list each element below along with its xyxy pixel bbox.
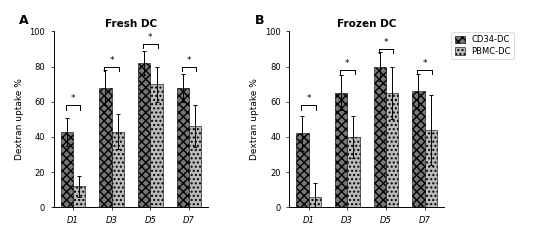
- Text: *: *: [422, 59, 427, 68]
- Text: *: *: [345, 59, 349, 68]
- Bar: [60, 132, 73, 207]
- Bar: [296, 133, 309, 207]
- Bar: [138, 63, 150, 207]
- Text: *: *: [71, 94, 75, 103]
- Legend: CD34-DC, PBMC-DC: CD34-DC, PBMC-DC: [452, 32, 514, 59]
- Bar: [335, 93, 347, 207]
- Bar: [112, 132, 124, 207]
- Bar: [177, 88, 189, 207]
- Text: B: B: [255, 14, 264, 27]
- Text: *: *: [148, 33, 152, 42]
- Title: Frozen DC: Frozen DC: [337, 19, 396, 29]
- Bar: [386, 93, 398, 207]
- Bar: [425, 130, 437, 207]
- Text: *: *: [306, 94, 311, 103]
- Text: A: A: [19, 14, 29, 27]
- Y-axis label: Dextran uptake %: Dextran uptake %: [250, 78, 259, 160]
- Bar: [189, 126, 202, 207]
- Text: *: *: [187, 56, 192, 65]
- Bar: [412, 91, 425, 207]
- Bar: [373, 67, 386, 207]
- Bar: [150, 84, 163, 207]
- Y-axis label: Dextran uptake %: Dextran uptake %: [15, 78, 24, 160]
- Bar: [73, 186, 85, 207]
- Bar: [309, 197, 321, 207]
- Bar: [347, 137, 360, 207]
- Title: Fresh DC: Fresh DC: [105, 19, 157, 29]
- Bar: [100, 88, 112, 207]
- Text: *: *: [109, 56, 114, 65]
- Text: *: *: [384, 38, 388, 47]
